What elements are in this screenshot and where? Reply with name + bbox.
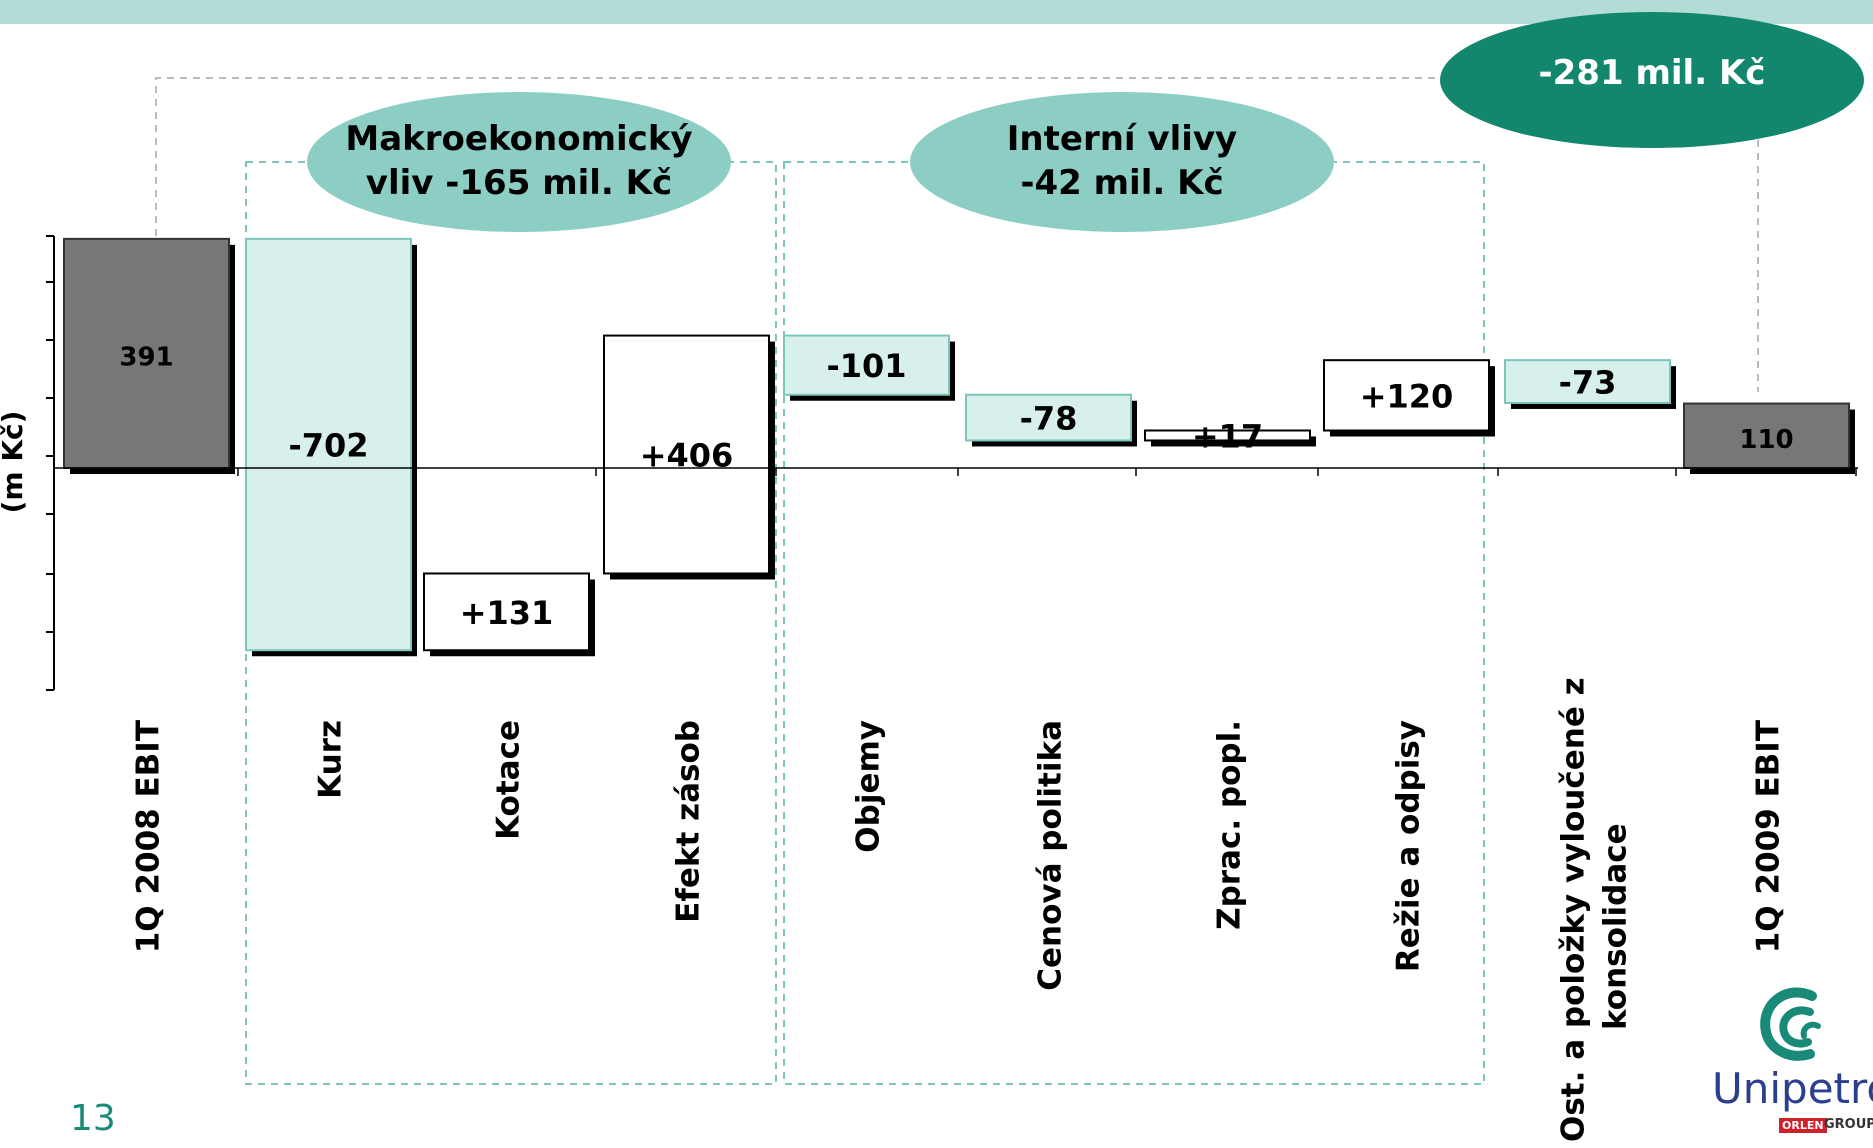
orlen-badge: ORLEN (1779, 1118, 1827, 1133)
group-label-internal: Interní vlivy (1007, 119, 1237, 159)
category-label: 1Q 2008 EBIT (131, 720, 167, 953)
category-label: Kotace (491, 720, 527, 840)
y-axis-label: (m Kč) (0, 411, 29, 514)
bar-value-label: +131 (460, 594, 554, 632)
bar-6 (965, 393, 1132, 442)
total-change-ellipse (1440, 12, 1864, 148)
group-ellipse-internal (910, 92, 1334, 232)
bar-value-label: 110 (1739, 425, 1793, 455)
category-label: Efekt zásob (671, 720, 707, 923)
slide-number: 13 (70, 1098, 116, 1139)
bar-value-label: -101 (826, 347, 906, 385)
group-label-macro: Makroekonomický (345, 119, 692, 159)
group-ellipse-macro (307, 92, 731, 232)
category-label: Režie a odpisy (1391, 720, 1427, 972)
total-change-connector-left (155, 77, 1450, 236)
bar-value-label: -702 (288, 427, 368, 465)
unipetrol-logo: Unipetrol ORLEN GROUP (1712, 980, 1873, 1148)
bar-3 (423, 572, 590, 652)
bar-8 (1323, 359, 1490, 432)
bar-value-label: 391 (119, 342, 173, 372)
bar-5 (783, 334, 950, 396)
category-label: konsolidace (1598, 823, 1634, 1030)
category-label: Zprac. popl. (1212, 720, 1248, 930)
category-label: Cenová politika (1033, 720, 1069, 991)
bar-9 (1504, 359, 1671, 404)
group-label-macro: vliv -165 mil. Kč (366, 163, 672, 203)
bar-value-label: +406 (640, 437, 734, 475)
unipetrol-logo-icon (1760, 987, 1821, 1061)
bar-value-label: +120 (1360, 377, 1454, 415)
category-label: Ost. a položky vyloučené z (1556, 677, 1592, 1142)
group-label-internal: -42 mil. Kč (1020, 163, 1223, 203)
bar-value-label: -78 (1020, 400, 1078, 438)
bar-value-label: -73 (1559, 364, 1617, 402)
bar-shadow (1151, 436, 1316, 447)
group-text: GROUP (1824, 1117, 1873, 1132)
group-box-internal (783, 161, 1485, 1085)
bar-2 (245, 237, 412, 652)
bar-7 (1144, 429, 1311, 442)
bar-value-label: +17 (1192, 417, 1263, 455)
category-label: Objemy (851, 720, 887, 853)
bar-4 (603, 334, 770, 575)
category-label: 1Q 2009 EBIT (1751, 720, 1787, 953)
total-change-label: -281 mil. Kč (1539, 53, 1766, 93)
category-label: Kurz (313, 720, 349, 799)
logo-name: Unipetrol (1712, 1064, 1873, 1113)
